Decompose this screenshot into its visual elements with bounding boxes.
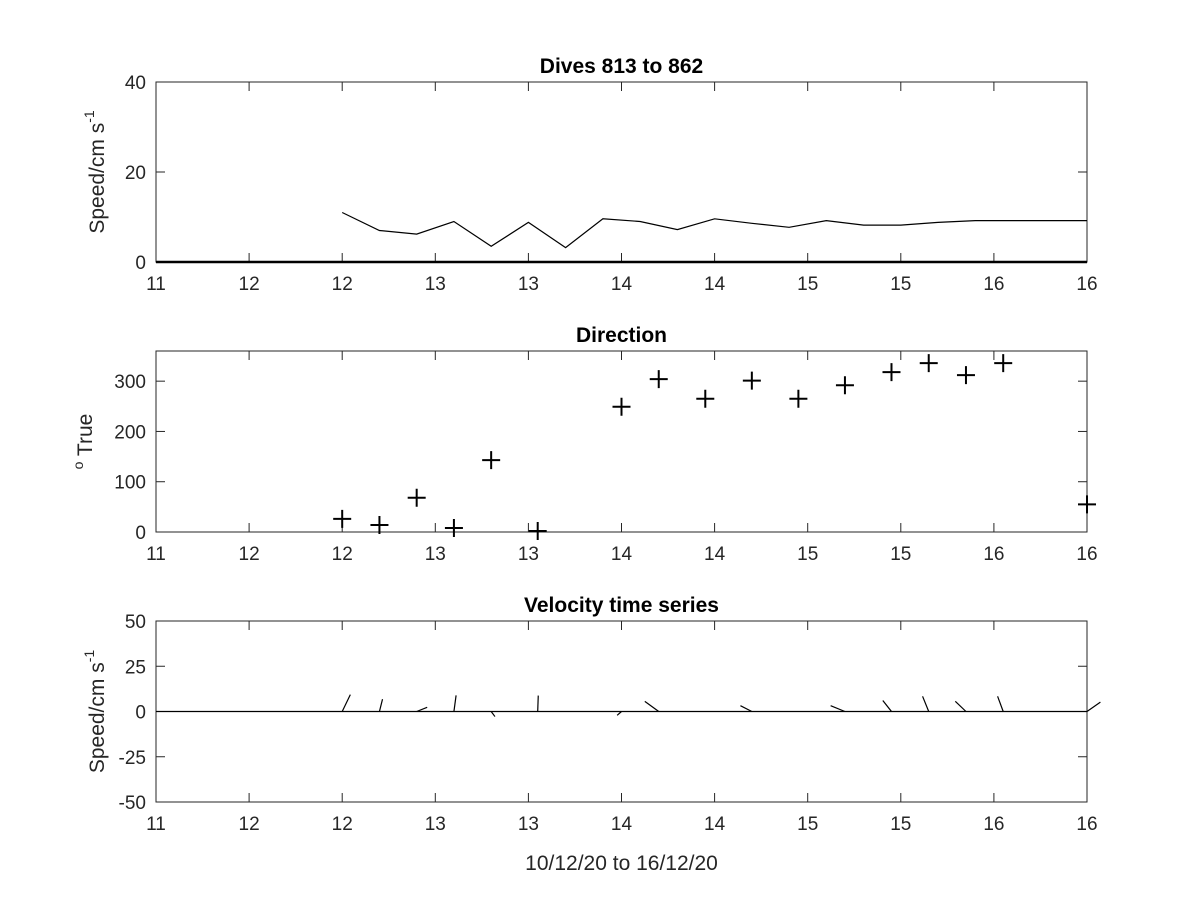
y-tick-label: 40 xyxy=(125,73,146,94)
velocity-stick xyxy=(490,711,496,717)
x-axis-label: 10/12/20 to 16/12/20 xyxy=(525,852,718,875)
y-axis-label-prefix: o xyxy=(70,461,86,469)
subplot-title: Direction xyxy=(576,324,667,347)
x-tick-label: 13 xyxy=(425,544,446,565)
y-axis-label: o True xyxy=(70,414,97,470)
velocity-stick xyxy=(830,705,846,713)
x-tick-label: 12 xyxy=(239,274,260,295)
direction-marker xyxy=(407,488,426,507)
y-tick-label: 0 xyxy=(135,523,146,544)
axes-box xyxy=(155,81,1088,263)
subplot-title: Dives 813 to 862 xyxy=(540,55,703,78)
direction-marker xyxy=(444,518,463,537)
y-tick-label: -50 xyxy=(119,793,146,814)
velocity-stick xyxy=(537,695,539,712)
direction-marker xyxy=(528,521,547,540)
velocity-stick xyxy=(740,705,753,713)
direction-marker xyxy=(370,515,389,534)
subplot-2: 11 12 12 13 13 14 14 15 15 16 16 0 100 200 300 Directio… xyxy=(70,324,1098,565)
x-tick-label: 14 xyxy=(704,814,726,835)
x-tick-label: 15 xyxy=(797,274,818,295)
x-tick-label: 13 xyxy=(518,544,539,565)
direction-marker xyxy=(612,397,631,416)
x-tick-label: 13 xyxy=(518,274,539,295)
y-axis-label-text: True xyxy=(74,414,97,462)
y-tick-label: 20 xyxy=(125,163,146,184)
velocity-stick xyxy=(453,695,457,712)
x-tick-label: 15 xyxy=(797,814,818,835)
x-tick-label: 11 xyxy=(146,814,166,835)
x-tick-label: 12 xyxy=(332,544,353,565)
x-tick-label: 12 xyxy=(332,274,353,295)
velocity-stick xyxy=(616,711,622,716)
velocity-stick xyxy=(1086,701,1101,712)
x-tick-label: 13 xyxy=(425,814,446,835)
x-tick-label: 15 xyxy=(890,274,911,295)
y-axis-label-superscript: -1 xyxy=(81,110,97,123)
x-tick-label: 16 xyxy=(1076,814,1097,835)
velocity-stick xyxy=(378,699,384,712)
y-tick-label: 300 xyxy=(114,372,146,393)
velocity-stick xyxy=(997,696,1004,712)
x-tick-label: 16 xyxy=(1076,544,1097,565)
velocity-stick xyxy=(341,694,351,712)
x-tick-label: 16 xyxy=(983,814,1004,835)
subplot-title: Velocity time series xyxy=(524,594,719,617)
y-tick-label: 0 xyxy=(135,703,146,724)
y-axis-label: Speed/cm s-1 xyxy=(81,110,109,234)
y-tick-label: 200 xyxy=(114,422,146,443)
velocity-stick xyxy=(416,706,428,713)
y-axis-label: Speed/cm s-1 xyxy=(81,650,109,774)
x-tick-label: 16 xyxy=(1076,274,1097,295)
direction-marker xyxy=(956,366,975,385)
x-tick-label: 13 xyxy=(425,274,446,295)
y-tick-label: 25 xyxy=(125,657,146,678)
direction-marker xyxy=(919,354,938,373)
x-tick-label: 11 xyxy=(146,274,166,295)
axes-box xyxy=(155,350,1088,533)
x-tick-label: 13 xyxy=(518,814,539,835)
x-tick-label: 12 xyxy=(332,814,353,835)
subplot-1: 11 12 12 13 13 14 14 15 15 16 16 0 20 40 Dives 813 to … xyxy=(81,55,1098,295)
x-tick-label: 12 xyxy=(239,814,260,835)
y-axis-label-superscript: -1 xyxy=(81,650,97,663)
direction-marker xyxy=(482,451,501,470)
velocity-stick xyxy=(922,696,930,712)
y-tick-label: 50 xyxy=(125,612,146,633)
y-axis-label-text: Speed/cm s xyxy=(86,123,109,234)
y-tick-label: 100 xyxy=(114,473,146,494)
x-tick-label: 14 xyxy=(611,544,633,565)
x-tick-label: 16 xyxy=(983,274,1004,295)
direction-marker xyxy=(789,389,808,408)
x-tick-label: 15 xyxy=(890,814,911,835)
x-tick-label: 15 xyxy=(797,544,818,565)
x-tick-label: 14 xyxy=(704,544,726,565)
direction-marker xyxy=(742,371,761,390)
x-tick-label: 16 xyxy=(983,544,1004,565)
direction-marker xyxy=(994,354,1013,373)
x-tick-label: 14 xyxy=(611,814,633,835)
direction-marker xyxy=(333,509,352,528)
y-tick-label: -25 xyxy=(119,748,146,769)
direction-marker xyxy=(835,376,854,395)
x-tick-label: 14 xyxy=(611,274,633,295)
x-tick-label: 15 xyxy=(890,544,911,565)
speed-series-line xyxy=(341,211,1087,249)
velocity-stick xyxy=(882,700,892,712)
x-tick-label: 14 xyxy=(704,274,726,295)
direction-marker xyxy=(696,389,715,408)
y-axis-label-text: Speed/cm s xyxy=(86,662,109,773)
direction-marker xyxy=(649,370,668,389)
y-tick-label: 0 xyxy=(135,253,146,274)
x-tick-label: 12 xyxy=(239,544,260,565)
direction-marker xyxy=(882,363,901,382)
direction-marker xyxy=(1078,495,1096,514)
x-tick-label: 11 xyxy=(146,544,166,565)
subplot-3: 11 12 12 13 13 14 14 15 15 16 16 -50 -25 0 25 50 Velocit… xyxy=(81,594,1101,875)
velocity-stick xyxy=(954,700,967,712)
velocity-stick xyxy=(644,700,660,712)
